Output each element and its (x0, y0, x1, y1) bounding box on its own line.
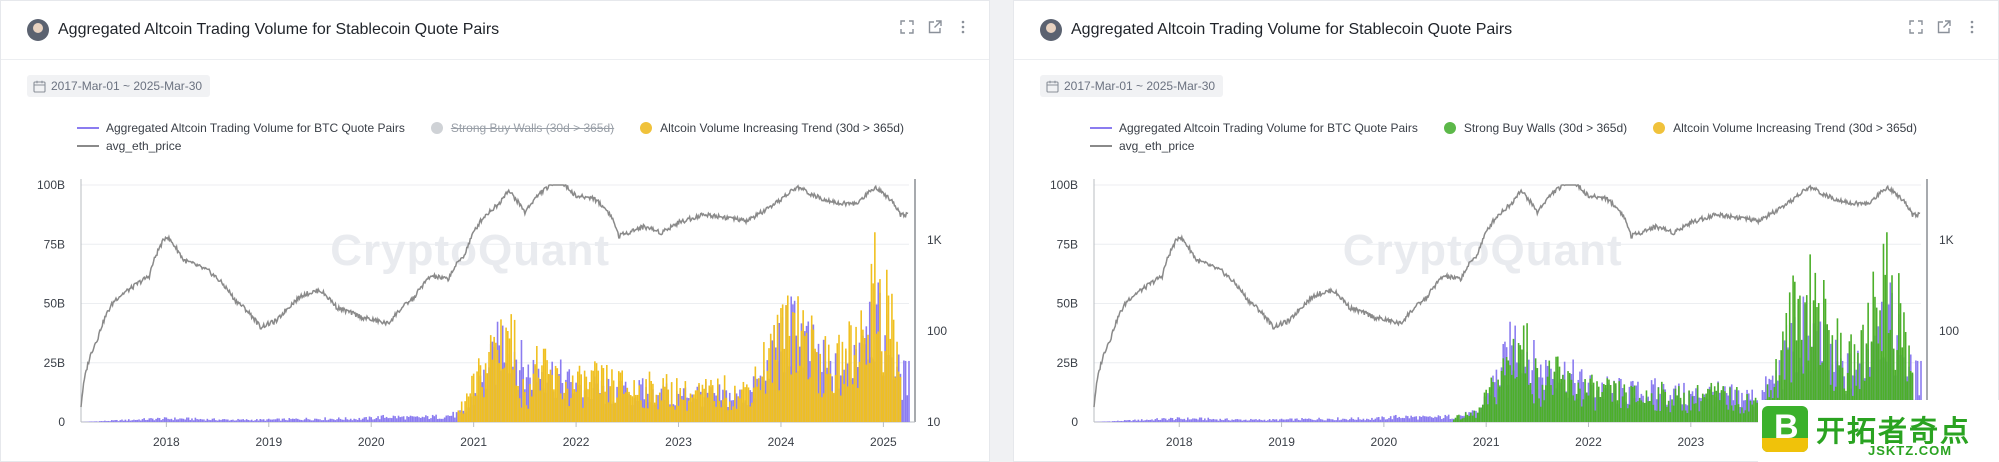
x-tick-label: 2022 (1575, 435, 1602, 449)
legend-row: avg_eth_price (77, 137, 930, 155)
y-tick-label: 50B (1057, 297, 1078, 311)
expand-icon[interactable] (1908, 19, 1924, 35)
x-tick-label: 2023 (1677, 435, 1704, 449)
legend-dot-swatch (640, 122, 653, 134)
legend-dot-swatch (1443, 122, 1456, 134)
x-tick-label: 2019 (1268, 435, 1295, 449)
legend-row: Aggregated Altcoin Trading Volume for BT… (77, 119, 930, 137)
expand-icon[interactable] (899, 19, 915, 35)
more-options-icon[interactable] (955, 19, 971, 35)
brand-url: JSKTZ.COM (1868, 443, 1953, 458)
x-tick-label: 2020 (1371, 435, 1398, 449)
chart-canvas: 0 25B 50B 75B 100B 10 100 1K 2018 2019 2020 2021 202… (37, 178, 947, 449)
legend-item[interactable]: avg_eth_price (1090, 139, 1194, 153)
chart-legend: Aggregated Altcoin Trading Volume for BT… (1090, 119, 1943, 155)
legend-item[interactable]: Altcoin Volume Increasing Trend (30d > 3… (1653, 121, 1917, 135)
legend-label: Altcoin Volume Increasing Trend (30d > 3… (660, 121, 904, 135)
watermark: CryptoQuant (330, 226, 610, 275)
legend-item[interactable]: avg_eth_price (77, 139, 181, 153)
legend-line-swatch (1090, 145, 1112, 147)
x-tick-label: 2020 (358, 435, 385, 449)
date-range-text: 2017-Mar-01 ~ 2025-Mar-30 (1064, 79, 1216, 93)
legend-dot-swatch (1653, 122, 1666, 134)
chart-legend: Aggregated Altcoin Trading Volume for BT… (77, 119, 930, 155)
legend-label: Strong Buy Walls (30d > 365d) (450, 121, 615, 135)
panel-header: Aggregated Altcoin Trading Volume for St… (1, 1, 989, 60)
legend-item[interactable]: Aggregated Altcoin Trading Volume for BT… (1090, 121, 1418, 135)
legend-label: Aggregated Altcoin Trading Volume for BT… (1119, 121, 1418, 135)
date-range-picker[interactable]: 2017-Mar-01 ~ 2025-Mar-30 (27, 75, 211, 97)
legend-row: Aggregated Altcoin Trading Volume for BT… (1090, 119, 1943, 137)
calendar-icon (33, 80, 46, 93)
calendar-icon (1046, 80, 1059, 93)
legend-item[interactable]: Strong Buy Walls (30d > 365d) (1443, 121, 1628, 135)
date-range-text: 2017-Mar-01 ~ 2025-Mar-30 (51, 79, 203, 93)
legend-line-swatch (77, 145, 99, 147)
y-tick-label: 50B (44, 297, 65, 311)
chart-panel-right: Aggregated Altcoin Trading Volume for St… (1013, 0, 1999, 462)
x-tick-label: 2022 (563, 435, 590, 449)
y-tick-label: 75B (1057, 237, 1078, 251)
brand-logo-icon: B (1762, 406, 1808, 452)
eth-price-line (1093, 184, 1921, 408)
x-tick-label: 2021 (460, 435, 487, 449)
author-avatar[interactable] (1040, 19, 1062, 41)
legend-label: avg_eth_price (1119, 139, 1195, 153)
y-tick-label: 0 (1071, 415, 1078, 429)
y-tick-label: 25B (44, 356, 65, 370)
legend-dot-swatch (430, 122, 443, 134)
y-tick-label: 100B (37, 178, 65, 192)
y-tick-label: 100B (1050, 178, 1078, 192)
y2-tick-label: 1K (1939, 233, 1954, 247)
x-tick-label: 2018 (153, 435, 180, 449)
legend-line-swatch (77, 127, 99, 129)
open-external-icon[interactable] (927, 19, 943, 35)
panel-title: Aggregated Altcoin Trading Volume for St… (58, 21, 500, 38)
panel-header: Aggregated Altcoin Trading Volume for St… (1014, 1, 1998, 60)
site-logo: B 开拓者奇点 JSKTZ.COM (1758, 400, 1999, 462)
x-tick-label: 2018 (1166, 435, 1193, 449)
chart-panel-left: Aggregated Altcoin Trading Volume for St… (0, 0, 990, 462)
series-highlight (457, 232, 902, 422)
x-tick-label: 2019 (255, 435, 282, 449)
y2-tick-label: 10 (927, 415, 941, 429)
y2-tick-label: 100 (927, 324, 947, 338)
x-tick-label: 2023 (665, 435, 692, 449)
header-actions (1908, 19, 1980, 35)
y2-tick-label: 1K (927, 233, 942, 247)
y2-tick-label: 100 (1939, 324, 1959, 338)
legend-label: Aggregated Altcoin Trading Volume for BT… (106, 121, 405, 135)
legend-line-swatch (1090, 127, 1112, 129)
eth-price-line (80, 184, 909, 408)
legend-item[interactable]: Altcoin Volume Increasing Trend (30d > 3… (640, 121, 904, 135)
x-tick-label: 2025 (870, 435, 897, 449)
legend-label: avg_eth_price (106, 139, 182, 153)
legend-item[interactable]: Strong Buy Walls (30d > 365d) (430, 121, 615, 135)
y-tick-label: 75B (44, 237, 65, 251)
x-tick-label: 2024 (768, 435, 795, 449)
author-avatar[interactable] (27, 19, 49, 41)
legend-label: Altcoin Volume Increasing Trend (30d > 3… (1673, 121, 1917, 135)
header-actions (899, 19, 971, 35)
brand-name: 开拓者奇点 (1816, 416, 1972, 448)
x-tick-label: 2021 (1473, 435, 1500, 449)
date-range-picker[interactable]: 2017-Mar-01 ~ 2025-Mar-30 (1040, 75, 1224, 97)
legend-row: avg_eth_price (1090, 137, 1943, 155)
open-external-icon[interactable] (1936, 19, 1952, 35)
watermark: CryptoQuant (1343, 226, 1623, 275)
legend-label: Strong Buy Walls (30d > 365d) (1463, 121, 1628, 135)
more-options-icon[interactable] (1964, 19, 1980, 35)
panel-title: Aggregated Altcoin Trading Volume for St… (1071, 21, 1513, 38)
y-tick-label: 25B (1057, 356, 1078, 370)
y-tick-label: 0 (58, 415, 65, 429)
legend-item[interactable]: Aggregated Altcoin Trading Volume for BT… (77, 121, 405, 135)
